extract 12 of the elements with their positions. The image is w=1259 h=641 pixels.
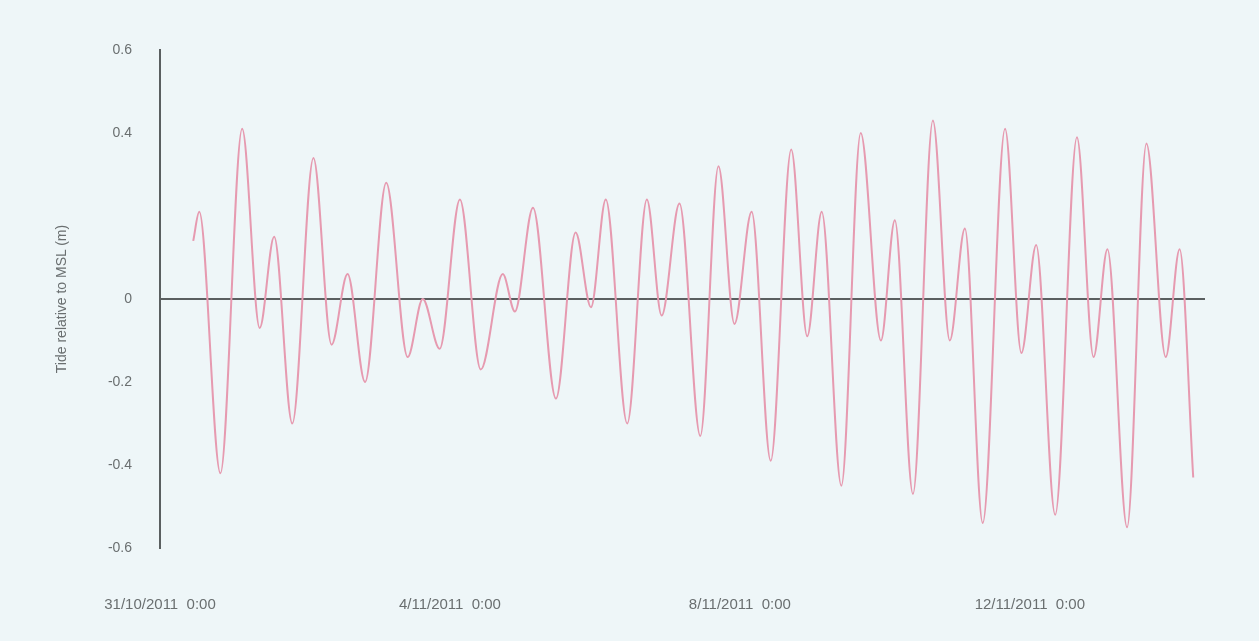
y-tick-label: 0.6 — [112, 40, 133, 57]
x-tick-label: 12/11/2011 0:00 — [974, 595, 1086, 613]
y-axis-title: Tide relative to MSL (m) — [53, 224, 70, 374]
y-tick-label: 0.4 — [112, 123, 133, 140]
y-tick-label: 0 — [124, 289, 133, 306]
y-tick-label: -0.2 — [107, 372, 133, 389]
y-tick-label: -0.6 — [107, 538, 133, 555]
x-tick-label: 8/11/2011 0:00 — [688, 595, 791, 613]
line-series — [192, 119, 1195, 529]
y-tick-label: -0.4 — [107, 455, 133, 472]
x-tick-label: 31/10/2011 0:00 — [104, 595, 216, 613]
x-tick-label: 4/11/2011 0:00 — [398, 595, 501, 613]
